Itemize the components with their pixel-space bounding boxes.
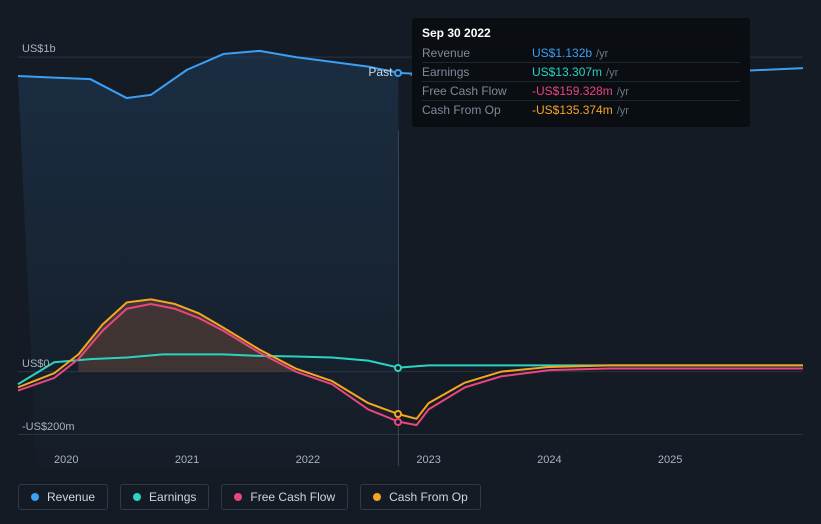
tooltip-row-label: Free Cash Flow bbox=[422, 84, 532, 98]
financials-chart: US$1b US$0 -US$200m 2020 2021 2022 2023 2024 20… bbox=[0, 0, 821, 524]
marker-dot-revenue bbox=[394, 69, 402, 77]
legend-dot-icon bbox=[31, 493, 39, 501]
y-tick-label: US$0 bbox=[22, 358, 50, 370]
tooltip-date: Sep 30 2022 bbox=[422, 26, 740, 40]
legend-item-revenue[interactable]: Revenue bbox=[18, 484, 108, 510]
tooltip-row-value: -US$135.374m/yr bbox=[532, 103, 740, 117]
tooltip-row-value: US$1.132b/yr bbox=[532, 46, 740, 60]
x-tick-label: 2023 bbox=[416, 454, 440, 466]
y-tick-label: US$1b bbox=[22, 43, 56, 55]
legend-item-earnings[interactable]: Earnings bbox=[120, 484, 209, 510]
past-label: Past bbox=[368, 65, 392, 79]
legend-dot-icon bbox=[234, 493, 242, 501]
tooltip-row-fcf: Free Cash Flow-US$159.328m/yr bbox=[422, 81, 740, 100]
x-tick-label: 2025 bbox=[658, 454, 682, 466]
x-tick-label: 2020 bbox=[54, 454, 78, 466]
x-tick-label: 2021 bbox=[175, 454, 199, 466]
y-tick-label: -US$200m bbox=[22, 421, 75, 433]
tooltip-row-value: US$13.307m/yr bbox=[532, 65, 740, 79]
tooltip-row-label: Cash From Op bbox=[422, 103, 532, 117]
tooltip-row-earnings: EarningsUS$13.307m/yr bbox=[422, 62, 740, 81]
legend-item-fcf[interactable]: Free Cash Flow bbox=[221, 484, 348, 510]
legend-label: Earnings bbox=[149, 490, 196, 504]
chart-legend: Revenue Earnings Free Cash Flow Cash From O… bbox=[18, 484, 481, 510]
x-tick-label: 2024 bbox=[537, 454, 561, 466]
legend-label: Revenue bbox=[47, 490, 95, 504]
tooltip-row-label: Earnings bbox=[422, 65, 532, 79]
tooltip-row-value: -US$159.328m/yr bbox=[532, 84, 740, 98]
tooltip-row-revenue: RevenueUS$1.132b/yr bbox=[422, 44, 740, 62]
legend-item-cfo[interactable]: Cash From Op bbox=[360, 484, 481, 510]
marker-dot-cfo bbox=[394, 410, 402, 418]
legend-dot-icon bbox=[133, 493, 141, 501]
x-tick-label: 2022 bbox=[296, 454, 320, 466]
chart-tooltip: Sep 30 2022 RevenueUS$1.132b/yrEarningsU… bbox=[412, 18, 750, 127]
marker-dot-earnings bbox=[394, 364, 402, 372]
legend-label: Cash From Op bbox=[389, 490, 468, 504]
legend-label: Free Cash Flow bbox=[250, 490, 335, 504]
tooltip-row-label: Revenue bbox=[422, 46, 532, 60]
marker-dot-fcf bbox=[394, 418, 402, 426]
legend-dot-icon bbox=[373, 493, 381, 501]
tooltip-row-cfo: Cash From Op-US$135.374m/yr bbox=[422, 100, 740, 119]
